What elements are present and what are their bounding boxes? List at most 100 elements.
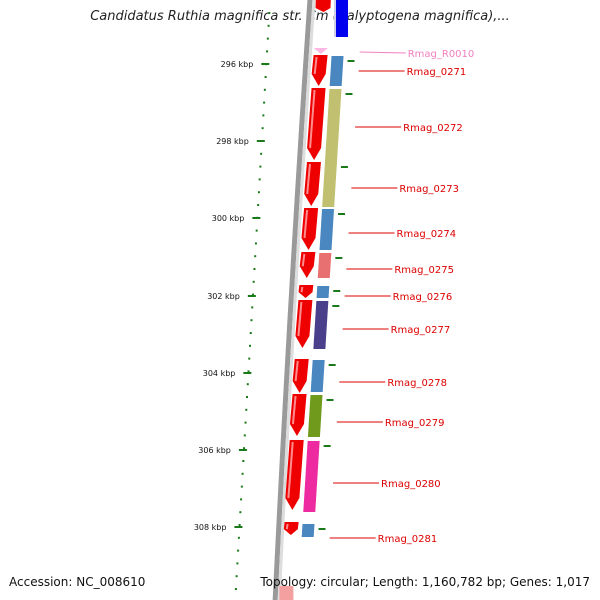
gene-0277-cog-edge: [311, 300, 316, 350]
ruler-dot: [238, 524, 241, 526]
gene-0272-label[interactable]: Rmag_0272: [403, 123, 463, 134]
accession-text: Accession: NC_008610: [9, 575, 146, 589]
ruler-dot: [264, 76, 267, 78]
gene-0275-label[interactable]: Rmag_0275: [394, 265, 454, 276]
gene-0275-cog-block: [317, 253, 332, 278]
gene-0278-arrow[interactable]: [292, 359, 309, 393]
gene-0280-arrow[interactable]: [285, 440, 304, 510]
ruler-tick-label: 304 kbp: [203, 369, 236, 378]
ruler-dot: [234, 588, 237, 590]
gene-0279-cog-block: [307, 395, 323, 437]
ruler-tick: [243, 372, 252, 374]
gene-0274-strand-tick: [338, 213, 346, 215]
genome-title: Candidatus Ruthia magnifica str. Cm (Cal…: [90, 9, 510, 24]
gene-0272-arrow[interactable]: [307, 88, 326, 160]
ruler-dot: [240, 498, 243, 501]
gene-0276-cog-edge: [315, 285, 317, 299]
partial-gene-bottom: [279, 586, 294, 600]
gene-0271-arrow[interactable]: [311, 55, 328, 86]
partial-gene-cog-edge: [334, 0, 336, 37]
partial-gene-cog-block: [336, 0, 348, 37]
gene-0279-strand-tick: [326, 399, 334, 401]
ruler-tick-label: 302 kbp: [207, 292, 240, 301]
ruler-tick: [234, 526, 243, 528]
ruler-dot: [261, 127, 264, 130]
ruler-dot: [254, 242, 257, 245]
ruler-tick: [238, 449, 247, 451]
ruler-dot: [249, 332, 252, 334]
ruler-dot: [255, 229, 258, 232]
rna-gene-label[interactable]: Rmag_R0010: [408, 49, 475, 60]
ruler-dot: [240, 485, 243, 488]
gene-0274-cog-edge: [318, 208, 322, 251]
rna-gene-leader-line: [359, 51, 406, 54]
gene-0275-strand-tick: [335, 257, 343, 259]
ruler-dot: [235, 575, 238, 578]
gene-0277-arrow[interactable]: [295, 300, 313, 348]
gene-0281-label[interactable]: Rmag_0281: [378, 534, 438, 545]
gene-0281-strand-tick: [318, 528, 326, 530]
ruler-dot: [237, 549, 240, 552]
ruler-dot: [239, 511, 242, 514]
gene-0272-cog-edge: [323, 88, 329, 163]
backbone-highlight: [277, 0, 316, 600]
gene-0271-label[interactable]: Rmag_0271: [407, 67, 467, 78]
ruler-tick: [252, 217, 261, 219]
ruler-dot: [257, 191, 260, 194]
ruler-dot: [250, 319, 253, 322]
ruler-tick-label: 300 kbp: [212, 214, 245, 223]
gene-0279-cog-edge: [306, 394, 311, 438]
gene-0278-arrow-shine: [294, 360, 299, 382]
gene-0280-label[interactable]: Rmag_0280: [381, 479, 441, 490]
gene-0273-cog-edge: [320, 161, 325, 208]
ruler-dot: [266, 50, 269, 53]
ruler-dot: [244, 421, 247, 424]
ruler-dot: [263, 88, 266, 91]
gene-0281-arrow-shine: [285, 523, 289, 530]
ruler-tick: [247, 295, 256, 297]
ruler-dot: [246, 383, 249, 386]
gene-0272-strand-tick: [345, 93, 353, 95]
gene-0279-label[interactable]: Rmag_0279: [385, 418, 445, 429]
ruler-dot: [257, 204, 260, 206]
gene-0273-strand-tick: [340, 166, 348, 168]
gene-0274-label[interactable]: Rmag_0274: [397, 229, 457, 240]
gene-0280-arrow-shine: [287, 441, 294, 499]
gene-0272-cog-block: [324, 89, 342, 162]
gene-0276-strand-tick: [333, 290, 341, 292]
gene-0278-cog-edge: [309, 359, 313, 393]
ruler-dot: [248, 357, 251, 360]
gene-0280-cog-block: [303, 441, 320, 512]
ruler-dot: [241, 472, 244, 475]
gene-0278-label[interactable]: Rmag_0278: [387, 378, 447, 389]
ruler-tick-label: 298 kbp: [216, 137, 249, 146]
genome-info-text: Topology: circular; Length: 1,160,782 bp…: [260, 575, 590, 589]
ruler-dot: [249, 344, 252, 347]
gene-0274-arrow[interactable]: [301, 208, 319, 250]
ruler-dot: [262, 114, 265, 117]
ruler-tick-label: 308 kbp: [194, 523, 227, 532]
ruler-dot: [263, 101, 266, 104]
ruler-dot: [266, 37, 269, 40]
gene-0273-label[interactable]: Rmag_0273: [399, 184, 459, 195]
gene-0272-arrow-shine: [309, 89, 316, 149]
gene-0281-cog-block: [301, 524, 315, 537]
rna-gene-arrow[interactable]: [313, 48, 328, 54]
ruler-dot: [258, 178, 261, 181]
ruler-dot: [243, 447, 246, 450]
ruler-tick: [261, 63, 270, 65]
ruler-dot: [237, 536, 240, 539]
ruler-dot: [242, 460, 245, 462]
gene-0273-arrow[interactable]: [304, 162, 321, 206]
gene-0276-label[interactable]: Rmag_0276: [393, 292, 453, 303]
ruler-dot: [251, 306, 254, 309]
ruler-dot: [247, 370, 250, 373]
gene-0278-strand-tick: [328, 364, 336, 366]
gene-0279-arrow[interactable]: [289, 394, 307, 436]
gene-0277-label[interactable]: Rmag_0277: [391, 325, 451, 336]
ruler-dot: [245, 408, 248, 411]
gene-0279-arrow-shine: [291, 395, 297, 425]
gene-0276-cog-block: [316, 286, 330, 298]
gene-0276-arrow-shine: [300, 286, 304, 293]
